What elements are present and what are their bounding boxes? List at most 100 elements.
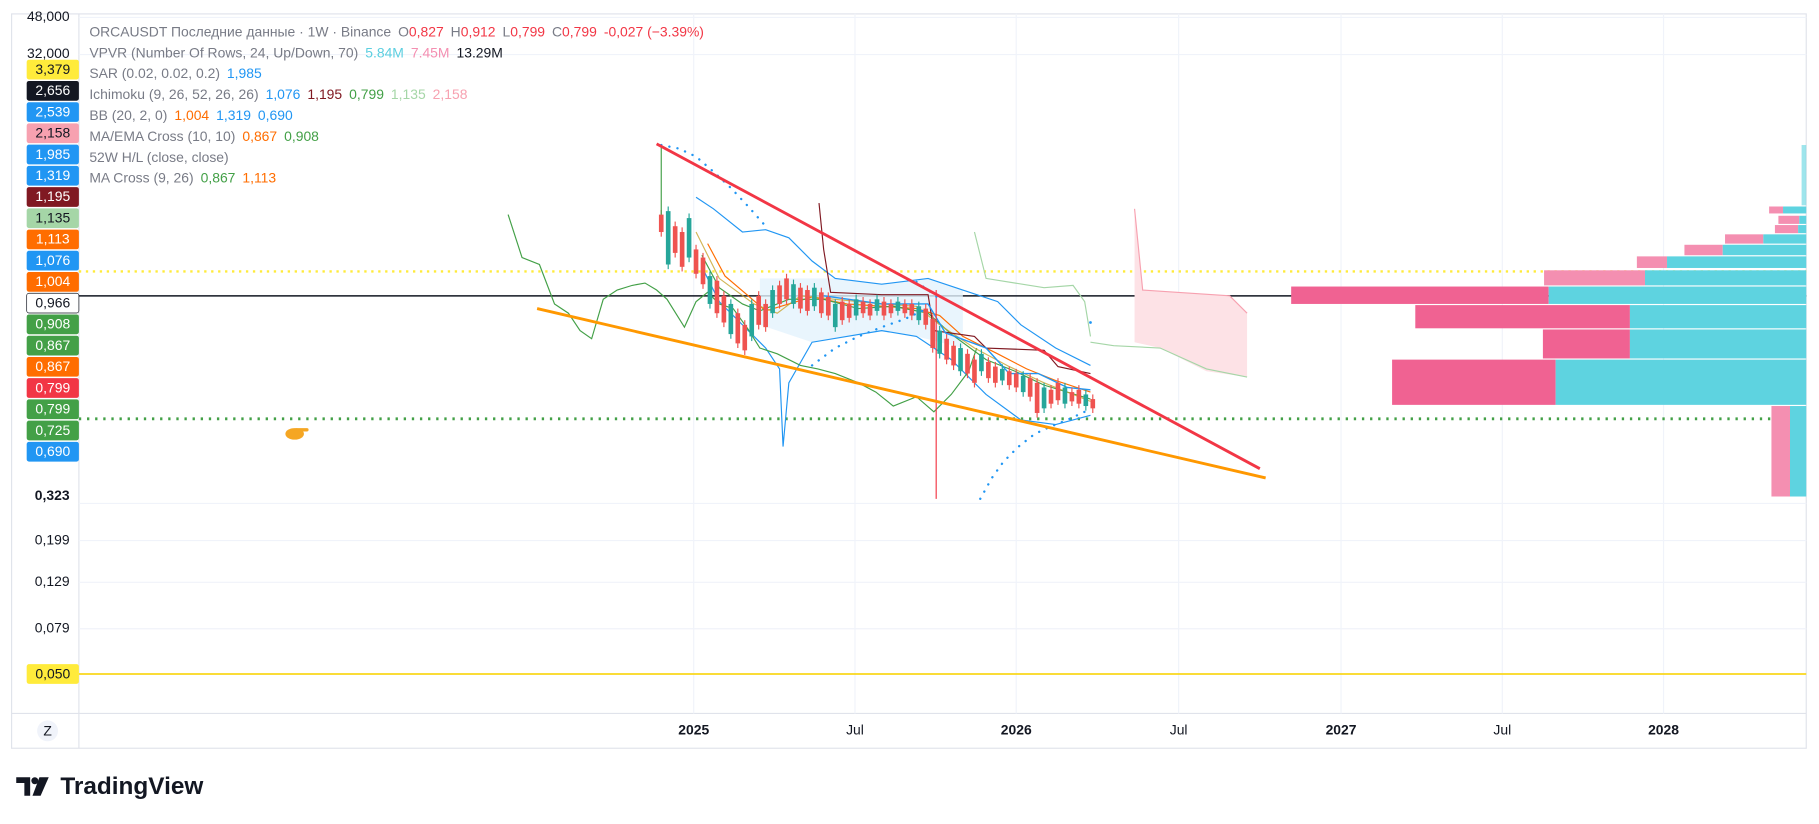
- price-label: 0,079: [35, 619, 70, 635]
- price-tag-bg: [26, 441, 79, 462]
- vp-bar: [1783, 206, 1807, 214]
- candle-body: [867, 303, 873, 316]
- legend-value: 1,985: [227, 65, 262, 81]
- vp-bar: [1778, 215, 1800, 224]
- candle-body: [707, 276, 713, 304]
- candle-body: [965, 353, 970, 374]
- legend-value: 1,195: [307, 86, 342, 102]
- price-tag: 0,867: [35, 337, 70, 353]
- candle-body: [770, 290, 775, 314]
- price-tag: 3,379: [35, 61, 70, 77]
- volume-profile: [1291, 145, 1807, 497]
- candle-body: [777, 285, 782, 304]
- legend-row: Ichimoku (9, 26, 52, 26, 26) 1,076 1,195 0,…: [89, 86, 467, 102]
- legend-label: H: [451, 23, 461, 39]
- candle-body: [1034, 382, 1040, 413]
- logo-icon: [31, 777, 39, 785]
- legend-value: 0,799: [510, 23, 545, 39]
- ichimoku-span: [1090, 341, 1248, 378]
- legend-value: 13.29M: [456, 44, 502, 60]
- legend: ORCAUSDT Последние данные · 1W · Binance…: [89, 23, 704, 185]
- legend-row: SAR (0.02, 0.02, 0.2) 1,985: [89, 65, 262, 81]
- legend-title: BB (20, 2, 0): [89, 107, 167, 123]
- vp-bar: [1771, 406, 1790, 497]
- price-tag: 1,319: [35, 167, 70, 183]
- price-tag: 0,966: [35, 294, 70, 310]
- candle-body: [895, 301, 901, 311]
- candle-body: [756, 295, 762, 325]
- candle-body: [805, 290, 810, 311]
- candle-body: [881, 301, 887, 316]
- vp-bar: [1548, 286, 1807, 304]
- price-tag: 0,799: [35, 379, 70, 395]
- legend-title: VPVR (Number Of Rows, 24, Up/Down, 70): [89, 44, 358, 60]
- candle-body: [839, 301, 845, 321]
- sar-dots: [915, 280, 941, 301]
- price-tag-bg: [26, 59, 79, 80]
- legend-title: 52W H/L (close, close): [89, 148, 228, 164]
- candle-body: [1020, 375, 1026, 393]
- candle-body: [784, 278, 789, 300]
- price-label: 32,000: [27, 45, 70, 61]
- candle-body: [923, 308, 929, 325]
- candle-body: [1048, 389, 1054, 404]
- vp-bar: [1644, 270, 1807, 286]
- candle-body: [902, 303, 908, 314]
- price-tag-bg: [26, 144, 79, 165]
- scale-button-bg[interactable]: [37, 720, 59, 742]
- price-tag: 2,656: [35, 82, 70, 98]
- price-tag-bg: [26, 250, 79, 271]
- candle-body: [714, 280, 720, 314]
- vp-bar: [1629, 329, 1807, 359]
- price-tag: 0,690: [35, 443, 70, 459]
- candle-body: [1083, 394, 1089, 407]
- candle-body: [735, 313, 741, 344]
- price-label: 48,000: [27, 8, 70, 24]
- price-tag: 2,158: [35, 125, 70, 141]
- time-label: 2028: [1648, 722, 1679, 738]
- price-tag: 1,004: [35, 273, 70, 289]
- candle-body: [686, 218, 692, 258]
- price-tag-bg: [26, 102, 79, 122]
- legend-value: 7.45M: [411, 44, 450, 60]
- candle-body: [937, 330, 942, 354]
- candle-body: [986, 361, 991, 379]
- vp-bar: [1725, 234, 1764, 244]
- scale-button[interactable]: Z: [43, 723, 52, 739]
- sar-dot: [1089, 321, 1092, 324]
- candle-body: [742, 324, 748, 351]
- legend-value: 0,690: [258, 107, 293, 123]
- chikou-line: [507, 214, 978, 413]
- candle-body: [679, 232, 685, 267]
- vp-bar: [1629, 305, 1807, 329]
- price-tag: 0,799: [35, 401, 70, 417]
- candle-body: [693, 249, 699, 274]
- price-tag-bg: [26, 356, 79, 377]
- price-axis: 48,000 32,000 0,323 0,199 0,129 0,079 3,379 2,6…: [26, 8, 80, 684]
- legend-value: 5.84M: [365, 44, 404, 60]
- price-label: 0,199: [35, 531, 70, 547]
- price-tag-bg: [26, 292, 80, 314]
- legend-value: 0,912: [461, 23, 496, 39]
- legend-value: 0,908: [284, 128, 319, 144]
- legend-value: 0,799: [562, 23, 597, 39]
- vp-bar: [1684, 244, 1723, 256]
- legend-title: SAR (0.02, 0.02, 0.2): [89, 65, 220, 81]
- candle-body: [798, 287, 803, 309]
- candle-body: [944, 338, 949, 360]
- candle-body: [993, 366, 998, 383]
- price-tag-bg: [26, 314, 79, 335]
- candle-body: [1006, 371, 1012, 386]
- time-label: 2027: [1326, 722, 1357, 738]
- vp-bar: [1722, 244, 1807, 256]
- legend-label: L: [503, 23, 511, 39]
- candle-body: [665, 211, 671, 265]
- logo: TradingView: [16, 773, 203, 800]
- vp-bar: [1769, 206, 1784, 214]
- legend-value: 0,827: [409, 23, 444, 39]
- trend-line: [536, 307, 1266, 480]
- legend-row: MA/EMA Cross (10, 10) 0,867 0,908: [89, 128, 319, 144]
- price-tag-bg: [26, 420, 79, 441]
